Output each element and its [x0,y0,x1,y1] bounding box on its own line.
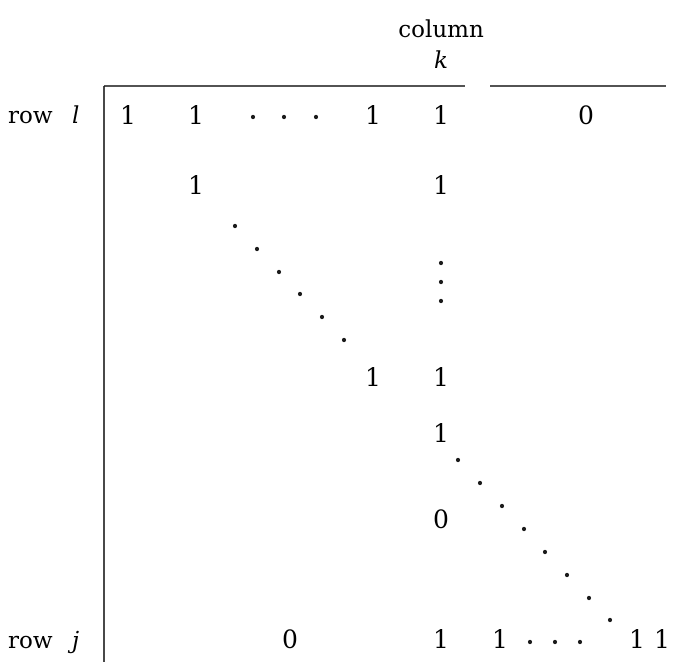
entry-last-zero: 0 [282,625,298,654]
svg-text:row: row [8,628,53,654]
entry-r1-c2: 1 [188,101,204,130]
entry-mid-col-k: 1 [433,363,449,392]
diagonal-dot [297,291,303,297]
diagonal-dot [521,526,527,532]
entry-r1-c3: 1 [365,101,381,130]
diagonal-dot [455,457,461,463]
column-dot [438,298,444,304]
svg-text:l: l [72,103,79,129]
entry-r1-zero: 0 [578,101,594,130]
row-label-j: row j [8,628,79,654]
entry-diag-end: 1 [365,363,381,392]
diagonal-dot [254,246,260,252]
diagonal-dot [542,549,548,555]
entry-lower-col-k-zero: 0 [433,505,449,534]
column-label: column [398,17,484,43]
svg-text:row: row [8,103,53,129]
diagonal-dot [276,269,282,275]
svg-text:j: j [67,628,79,654]
entry-last-c1: 1 [492,625,508,654]
diagonal-dot [564,572,570,578]
column-dot [438,260,444,266]
diagonal-dot [319,314,325,320]
entry-last-col-k: 1 [433,625,449,654]
column-dot [438,279,444,285]
entry-last-c3: 1 [654,625,670,654]
row1-dot [313,114,319,120]
column-index: k [434,48,448,74]
entry-lower-col-k-one: 1 [433,419,449,448]
diagonal-dot [232,223,238,229]
last-row-dot [552,639,558,645]
row1-dot [250,114,256,120]
entry-r1-c1: 1 [120,101,136,130]
diagonal-dot [607,617,613,623]
diagonal-dot [341,337,347,343]
entry-r2-col-k: 1 [433,171,449,200]
entry-r1-col-k: 1 [433,101,449,130]
last-row-dot [527,639,533,645]
diagonal-dot [477,480,483,486]
last-row-dot [577,639,583,645]
diagonal-dot [586,595,592,601]
entry-last-c2: 1 [629,625,645,654]
row-label-l: row l [8,103,79,129]
diagonal-dot [499,503,505,509]
entry-r2-c2: 1 [188,171,204,200]
row1-dot [281,114,287,120]
